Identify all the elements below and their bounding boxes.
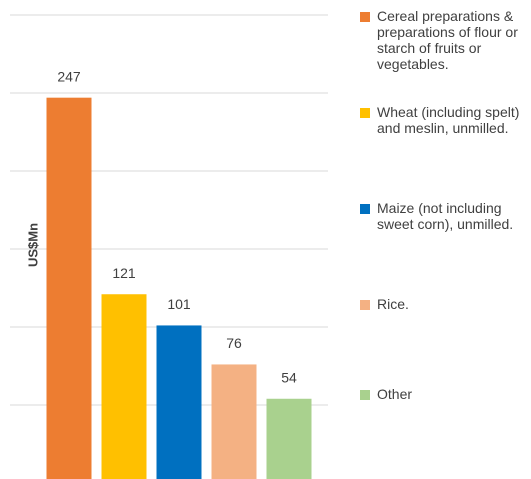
legend-item: Wheat (including spelt) and meslin, unmi… <box>360 104 530 136</box>
legend-item: Maize (not including sweet corn), unmill… <box>360 200 530 232</box>
bar <box>156 325 202 479</box>
legend-item: Other <box>360 386 530 402</box>
legend-label: Other <box>377 386 413 402</box>
y-axis-label: US$Mn <box>25 223 40 267</box>
legend-label: Maize (not including sweet corn), unmill… <box>377 200 514 232</box>
data-label: 247 <box>57 68 81 84</box>
legend-swatch <box>360 108 370 118</box>
bar <box>266 398 312 479</box>
legend-swatch <box>360 390 370 400</box>
legend-swatch <box>360 300 370 310</box>
legend-swatch <box>360 12 370 22</box>
data-label: 121 <box>112 265 136 281</box>
bar <box>101 294 147 479</box>
data-label: 76 <box>226 335 242 351</box>
legend-label: Rice. <box>377 296 409 312</box>
bar <box>46 97 92 479</box>
legend-item: Cereal preparations & preparations of fl… <box>360 8 530 72</box>
legend-label: Wheat (including spelt) and meslin, unmi… <box>377 104 520 136</box>
bar <box>211 364 257 479</box>
legend-item: Rice. <box>360 296 530 312</box>
data-label: 101 <box>167 296 191 312</box>
legend-swatch <box>360 204 370 214</box>
legend-label: Cereal preparations & preparations of fl… <box>377 8 518 72</box>
data-label: 54 <box>281 369 297 385</box>
